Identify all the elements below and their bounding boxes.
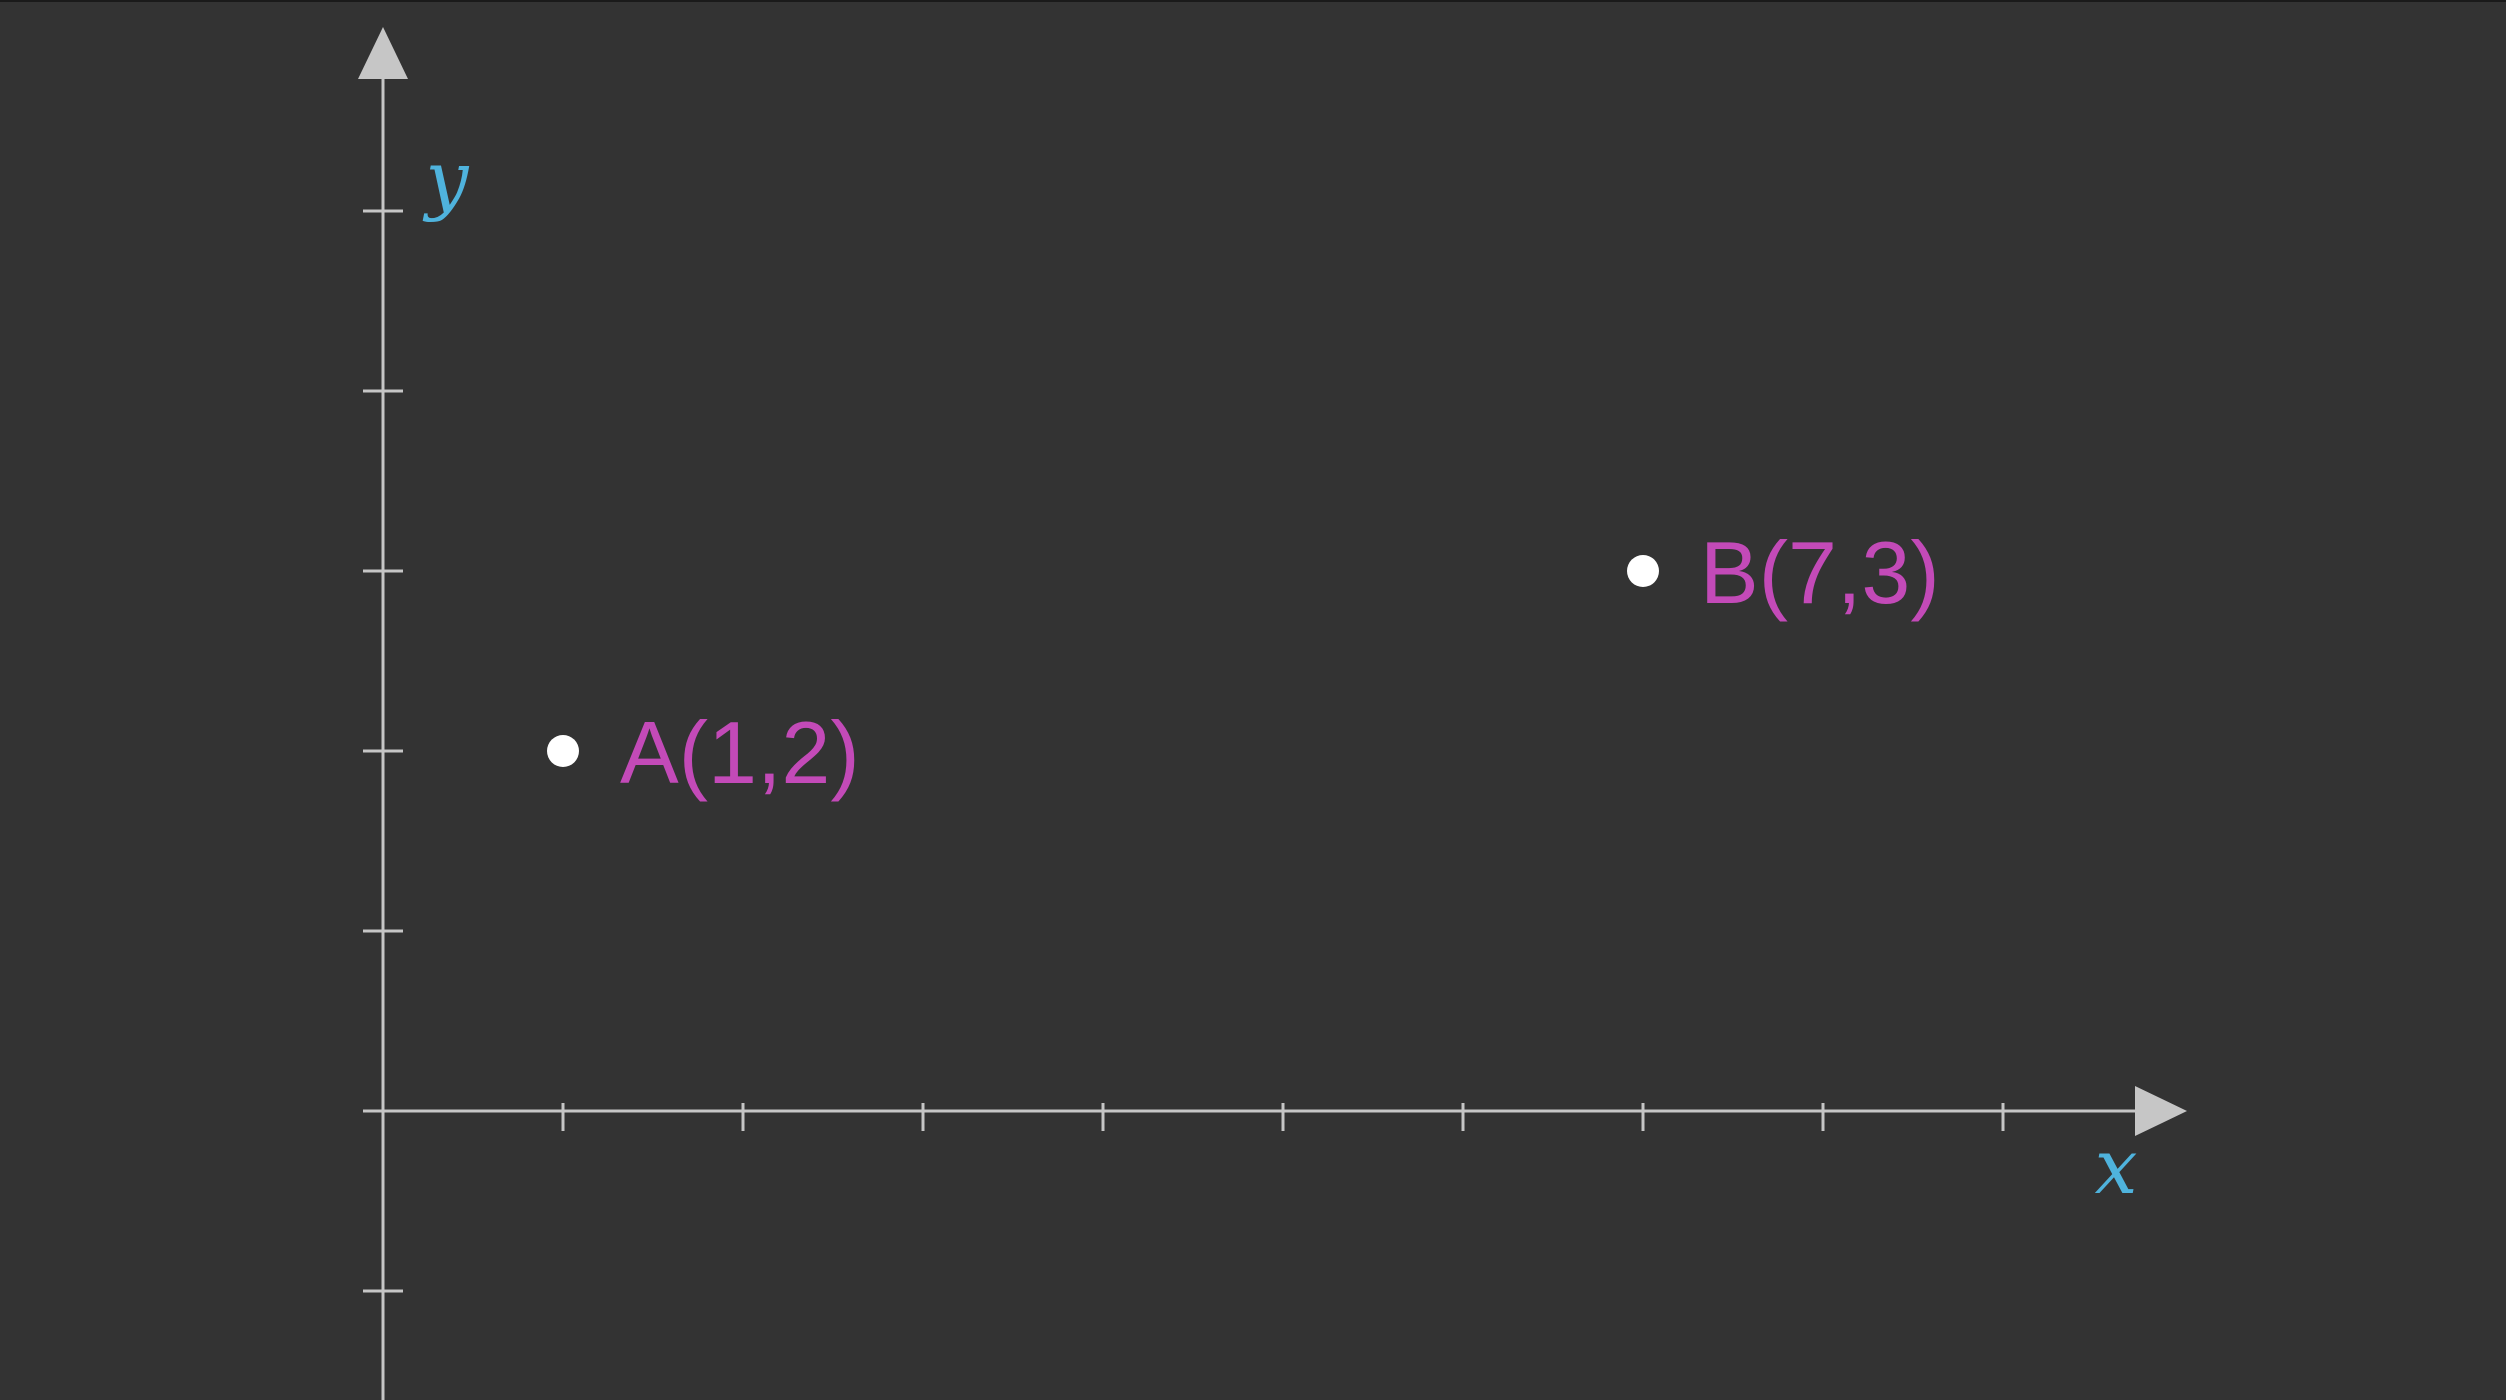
points: A(1,2) B(7,3) [547,523,1940,802]
x-axis-name: x [2095,1122,2138,1211]
y-axis-ticks [363,209,403,1293]
y-axis-name: y [423,134,470,223]
point-a-dot [547,735,579,767]
x-axis-arrowhead [2135,1086,2187,1136]
y-axis-arrowhead [358,27,408,79]
x-axis [363,1086,2187,1136]
point-b: B(7,3) [1627,523,1940,622]
x-axis-ticks [365,1103,2005,1131]
point-b-dot [1627,555,1659,587]
point-a-label: A(1,2) [620,703,860,802]
point-a: A(1,2) [547,703,860,802]
point-b-label: B(7,3) [1700,523,1940,622]
y-axis [358,27,408,1400]
